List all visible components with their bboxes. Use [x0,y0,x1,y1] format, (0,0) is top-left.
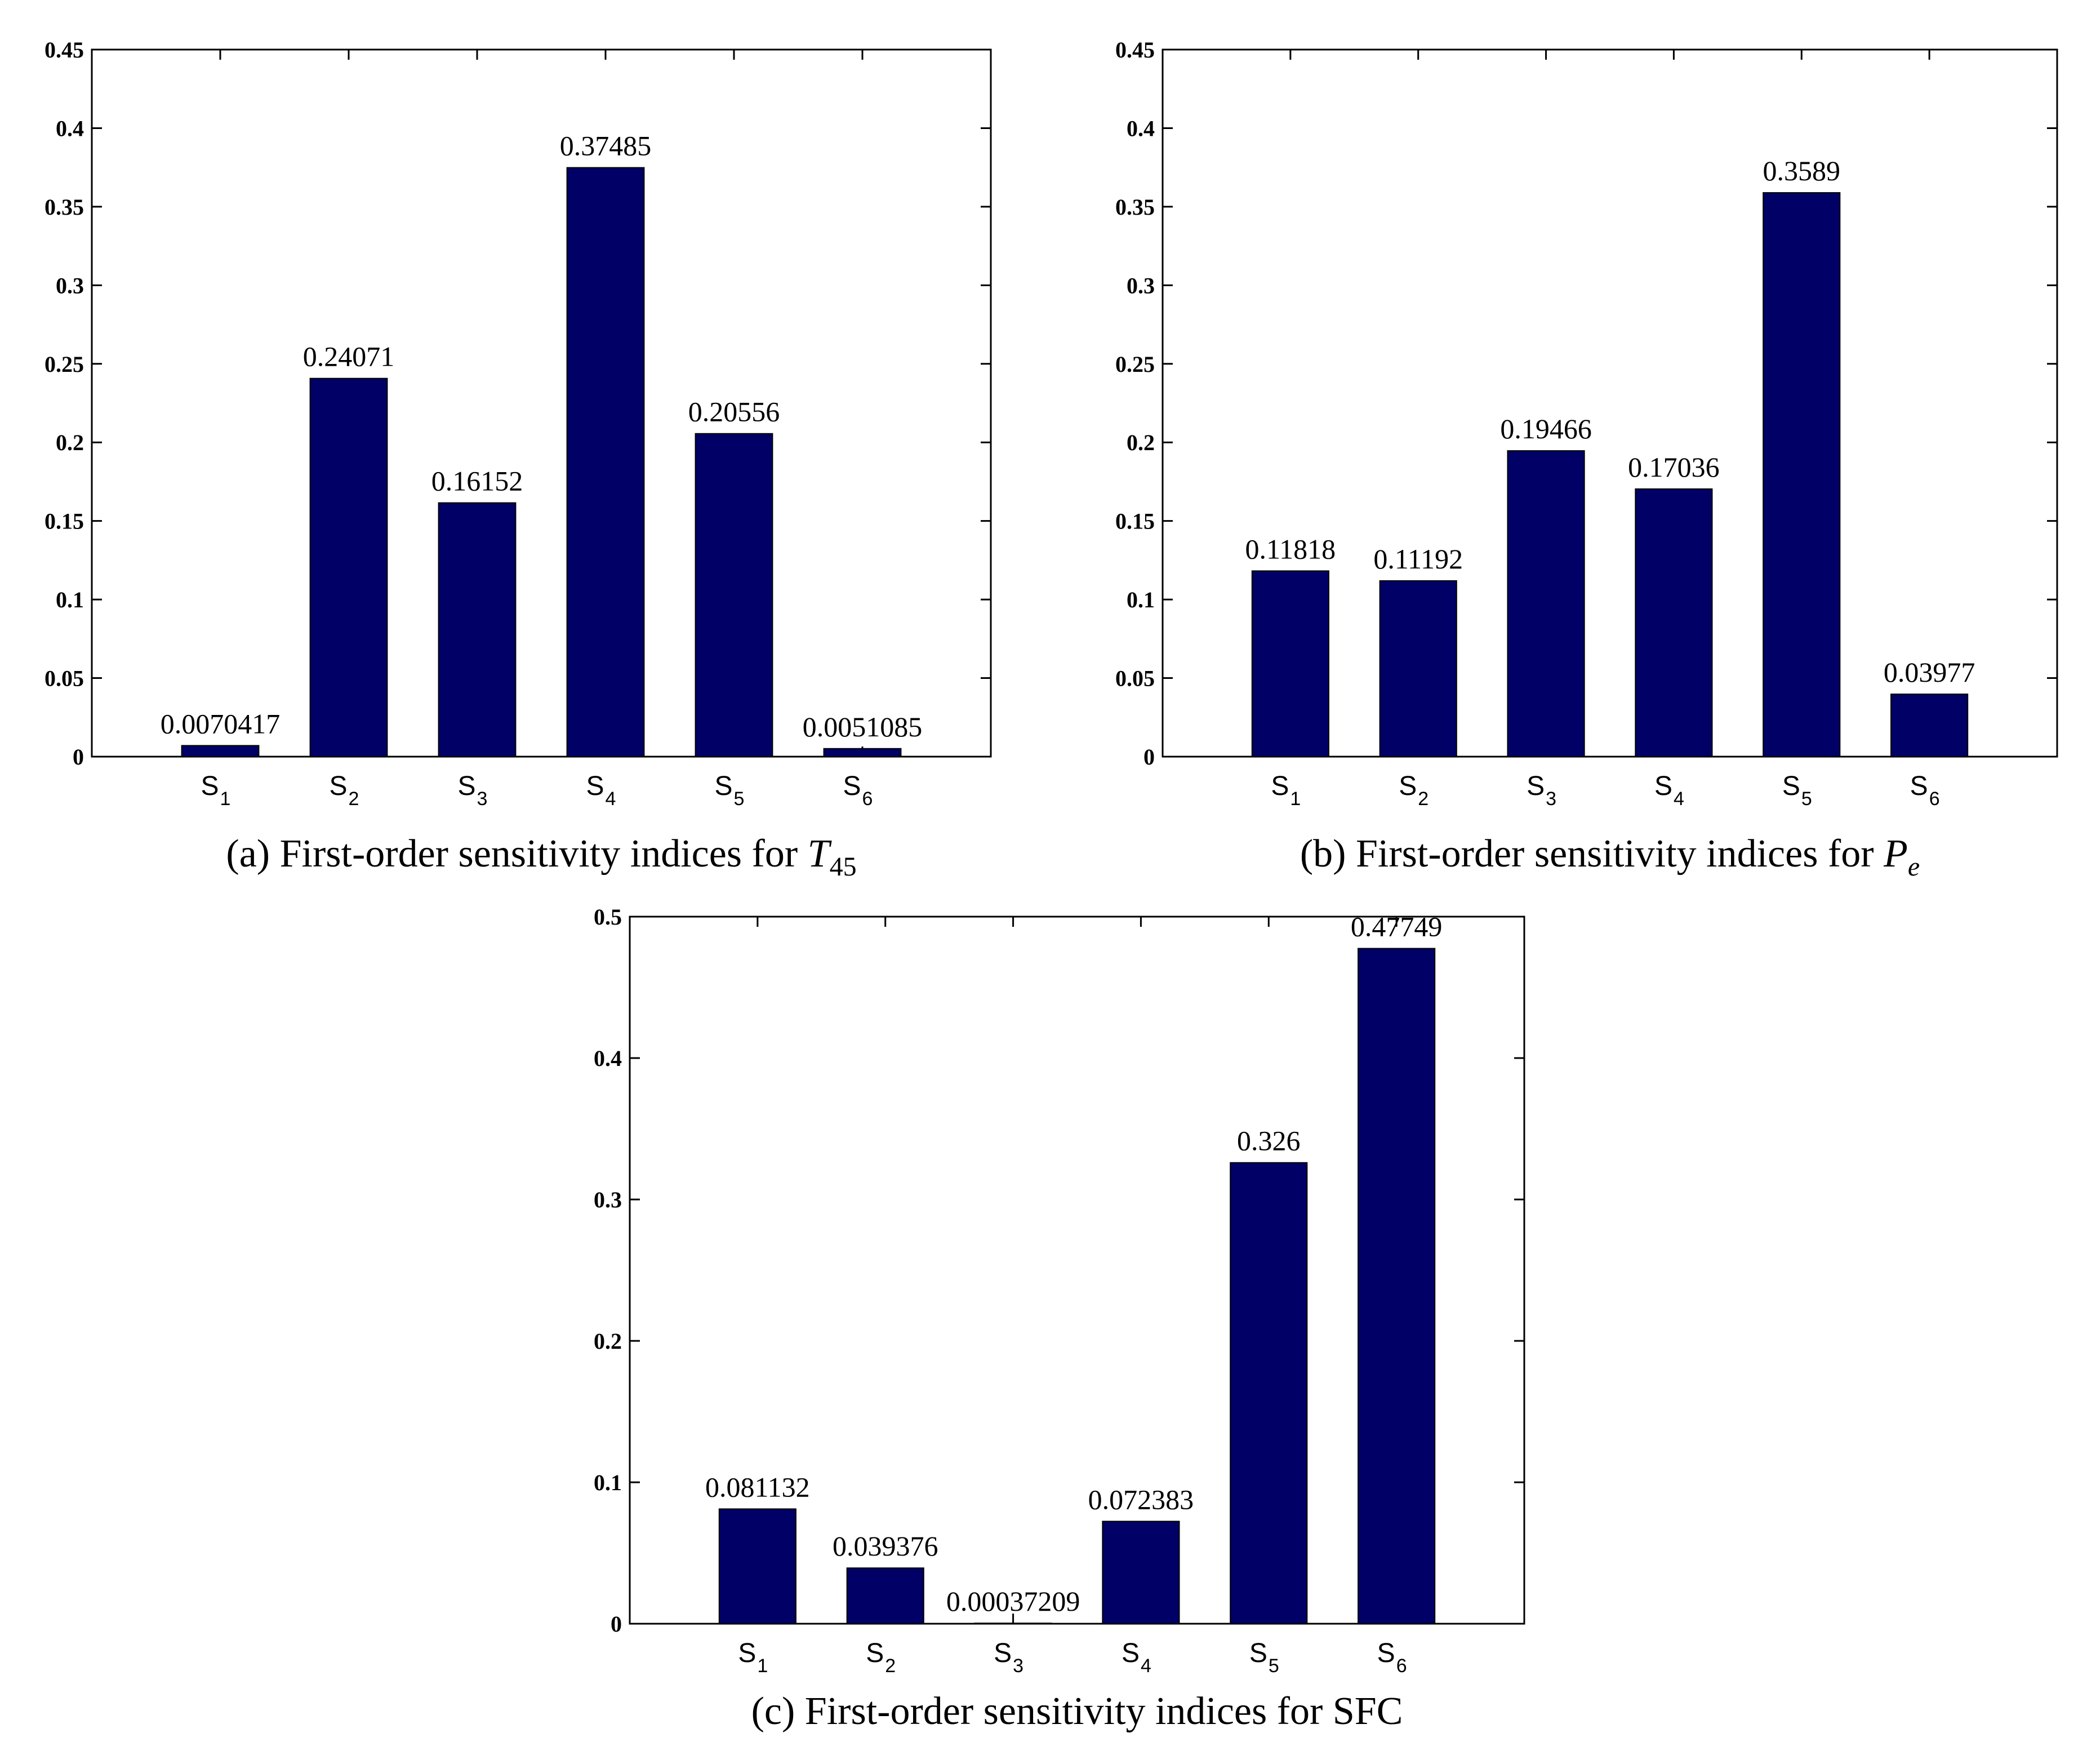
bar-value-label: 0.16152 [431,465,523,497]
y-tick-label: 0 [611,1611,622,1637]
bar-value-label: 0.24071 [303,341,395,372]
x-tick-label: S2 [866,1638,896,1677]
bar-s1 [181,745,260,757]
x-tick-label: S6 [1910,771,1940,810]
bar-value-label: 0.11818 [1245,533,1336,565]
bar-s5 [1763,192,1841,758]
y-tick-label: 0.3 [1127,273,1155,298]
plot-frame [629,916,1525,1625]
y-tick-label: 0.05 [44,666,84,691]
bar-value-label: 0.11192 [1373,543,1463,575]
bar-s4 [566,167,645,758]
bar-s4 [1102,1521,1180,1624]
bar-value-label: 0.081132 [705,1471,810,1503]
bar-value-label: 0.47749 [1351,911,1443,943]
y-tick-label: 0.15 [1115,509,1155,534]
x-tick-label: S4 [1122,1638,1151,1677]
y-tick-label: 0.2 [56,430,84,455]
plot-frame [1162,48,2058,758]
chart-panel-b: 0 0.05 0.1 0.15 0.2 0.25 0.3 0.35 0.4 0.45 0.11818… [1115,37,2058,882]
x-tick-label: S4 [1654,771,1684,810]
panel-caption: (c) First-order sensitivity indices for … [751,1690,1403,1733]
bar-s3 [1507,450,1585,757]
y-tick-label: 0.25 [44,352,84,377]
y-tick-label: 0.4 [594,1046,622,1071]
bar-s6 [1890,694,1969,758]
bar-value-label: 0.03977 [1884,656,1975,688]
y-tick-label: 0.2 [594,1328,622,1354]
x-tick-label: S1 [738,1638,768,1677]
bar-s6 [823,748,902,757]
x-tick-label: S3 [458,771,488,810]
y-tick-label: 0.5 [594,904,622,930]
x-tick-label: S5 [715,771,745,810]
bar-value-label: 0.37485 [560,130,652,162]
bar-value-label: 0.00037209 [946,1585,1080,1617]
y-tick-label: 0.25 [1115,352,1155,377]
x-tick-label: S6 [843,771,873,810]
bar-s2 [846,1567,924,1625]
y-tick-label: 0.3 [594,1187,622,1212]
bar-s3 [438,502,517,758]
bar-s2 [309,377,388,757]
x-tick-label: S5 [1249,1638,1279,1677]
x-tick-label: S3 [994,1638,1023,1677]
x-tick-label: S4 [586,771,616,810]
y-tick-label: 0.3 [56,273,84,298]
y-tick-label: 0.4 [56,115,84,141]
y-tick-label: 0.35 [1115,194,1155,220]
bar-value-label: 0.0070417 [161,708,281,739]
x-tick-label: S5 [1782,771,1812,810]
y-tick-label: 0.45 [44,37,84,63]
bar-s4 [1635,488,1713,757]
bar-value-label: 0.326 [1237,1125,1301,1157]
bar-value-label: 0.19466 [1500,413,1592,445]
y-tick-label: 0.1 [56,587,84,612]
x-tick-label: S1 [201,771,231,810]
panel-caption: (a) First-order sensitivity indices for … [226,832,856,882]
bar-value-label: 0.0051085 [803,711,923,743]
y-tick-label: 0 [1143,744,1155,770]
y-tick-label: 0.45 [1115,37,1155,63]
y-tick-label: 0 [73,744,84,770]
x-tick-label: S3 [1527,771,1556,810]
y-tick-label: 0.15 [44,509,84,534]
bar-s1 [1251,570,1329,757]
x-tick-label: S2 [1399,771,1429,810]
bar-value-label: 0.3589 [1763,155,1841,186]
y-tick-label: 0.35 [44,194,84,220]
bar-s2 [1379,580,1457,757]
y-tick-label: 0.2 [1127,430,1155,455]
panel-caption: (b) First-order sensitivity indices for … [1300,832,1920,882]
chart-panel-a: 0 0.05 0.1 0.15 0.2 0.25 0.3 0.35 0.4 0.45 0.00704… [44,37,992,882]
y-tick-label: 0.4 [1127,115,1155,141]
plot-frame [91,48,992,758]
x-tick-label: S6 [1377,1638,1407,1677]
bar-s1 [718,1508,796,1624]
bar-s5 [695,433,773,757]
y-tick-label: 0.05 [1115,666,1155,691]
chart-panel-c: 0 0.1 0.2 0.3 0.4 0.5 0.081132 S1 0.039376 S2 0.00… [594,904,1525,1733]
bar-value-label: 0.17036 [1628,451,1720,483]
bar-value-label: 0.039376 [833,1530,938,1562]
x-tick-label: S2 [330,771,359,810]
bar-value-label: 0.072383 [1088,1483,1194,1515]
bar-s6 [1358,948,1436,1624]
bar-value-label: 0.20556 [688,396,780,428]
x-tick-label: S1 [1271,771,1301,810]
y-tick-label: 0.1 [594,1470,622,1495]
y-tick-label: 0.1 [1127,587,1155,612]
bar-s5 [1230,1162,1308,1624]
bar-s3 [974,1623,1052,1625]
